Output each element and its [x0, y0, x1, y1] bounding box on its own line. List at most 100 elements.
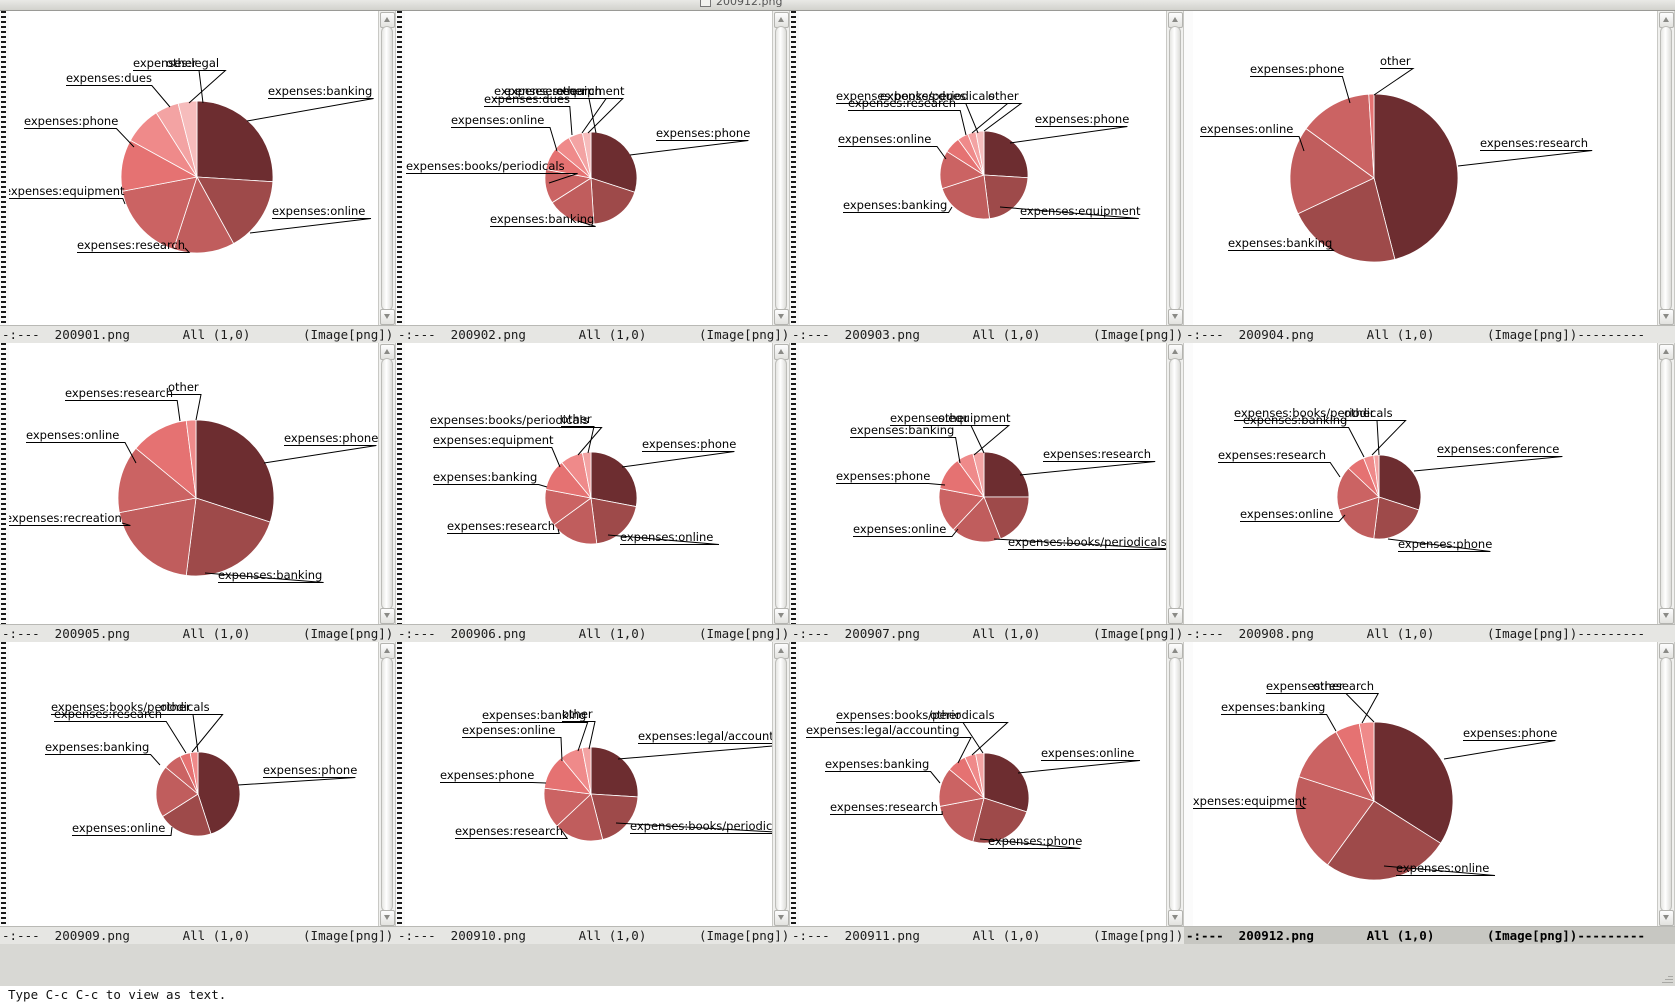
vertical-scrollbar[interactable]: [1657, 11, 1675, 326]
pie-slice: [983, 496, 1030, 540]
mode-line[interactable]: -:--- 200910.png All (1,0) (Image[png]): [396, 926, 790, 944]
scroll-down-arrow-icon[interactable]: [1659, 309, 1674, 325]
pie-slice: [590, 131, 638, 193]
vertical-scrollbar[interactable]: [378, 343, 396, 625]
pie-label-leader: [447, 528, 560, 534]
mode-line[interactable]: -:--- 200903.png All (1,0) (Image[png]): [790, 325, 1184, 343]
vertical-scrollbar[interactable]: [1657, 343, 1675, 625]
pie-label-leader: [5, 522, 131, 526]
mode-line[interactable]: -:--- 200904.png All (1,0) (Image[png])-…: [1184, 325, 1675, 343]
image-buffer-area[interactable]: expenses:research expenses:banking expense…: [1184, 11, 1675, 326]
pie-label-leader: [1240, 514, 1346, 522]
scrollbar-thumb[interactable]: [775, 358, 787, 610]
emacs-window-200911[interactable]: expenses:online expenses:phone expenses:re…: [790, 642, 1184, 944]
pie-slice: [983, 451, 1030, 498]
mode-line[interactable]: -:--- 200912.png All (1,0) (Image[png])-…: [1184, 926, 1675, 944]
mode-line[interactable]: -:--- 200905.png All (1,0) (Image[png]): [0, 624, 396, 642]
pie-label: expenses:online: [451, 113, 544, 127]
pie-label: expenses:dues: [880, 89, 966, 103]
emacs-window-200902[interactable]: expenses:phone expenses:banking expenses:b…: [396, 11, 790, 343]
image-buffer-area[interactable]: expenses:phone expenses:banking expenses:b…: [396, 11, 790, 326]
image-buffer-area[interactable]: expenses:phone expenses:banking expenses:r…: [0, 343, 396, 625]
mode-line[interactable]: -:--- 200909.png All (1,0) (Image[png]): [0, 926, 396, 944]
scrollbar-thumb[interactable]: [1169, 26, 1181, 311]
mode-line[interactable]: -:--- 200907.png All (1,0) (Image[png]): [790, 624, 1184, 642]
pie-label: expenses:phone: [988, 834, 1082, 848]
image-buffer-area[interactable]: expenses:banking expenses:online expenses:…: [0, 11, 396, 326]
vertical-scrollbar[interactable]: [1166, 11, 1184, 326]
scrollbar-thumb[interactable]: [1169, 358, 1181, 610]
emacs-window-200908[interactable]: expenses:conference expenses:phone expense…: [1184, 343, 1675, 642]
scroll-down-arrow-icon[interactable]: [774, 309, 789, 325]
scroll-down-arrow-icon[interactable]: [380, 608, 395, 624]
image-buffer-area[interactable]: expenses:phone expenses:online expenses:ba…: [0, 642, 396, 927]
pie-label-leader: [455, 830, 569, 839]
pie-label: expenses:banking: [843, 198, 947, 212]
pie-label-leader: [1383, 865, 1496, 876]
image-buffer-area[interactable]: expenses:online expenses:phone expenses:re…: [790, 642, 1184, 927]
emacs-window-200910[interactable]: expenses:legal/accounting expenses:books/…: [396, 642, 790, 944]
scroll-down-arrow-icon[interactable]: [774, 910, 789, 926]
scrollbar-thumb[interactable]: [381, 26, 393, 311]
scrollbar-thumb[interactable]: [381, 358, 393, 610]
pie-label: expenses:research: [1480, 136, 1588, 150]
scroll-down-arrow-icon[interactable]: [1168, 309, 1183, 325]
pie-chart: expenses:research expenses:banking expense…: [1184, 11, 1675, 326]
mode-line-text: -:--- 200901.png All (1,0) (Image[png]): [2, 327, 394, 342]
vertical-scrollbar[interactable]: [1166, 642, 1184, 927]
mode-line[interactable]: -:--- 200902.png All (1,0) (Image[png]): [396, 325, 790, 343]
vertical-scrollbar[interactable]: [378, 11, 396, 326]
mode-line-text: -:--- 200907.png All (1,0) (Image[png]): [792, 626, 1184, 641]
pie-label-leader: [1250, 76, 1351, 104]
emacs-window-200909[interactable]: expenses:phone expenses:online expenses:ba…: [0, 642, 396, 944]
emacs-window-200901[interactable]: expenses:banking expenses:online expenses:…: [0, 11, 396, 343]
emacs-window-200903[interactable]: expenses:phone expenses:equipment expenses…: [790, 11, 1184, 343]
scrollbar-thumb[interactable]: [1660, 26, 1672, 311]
scroll-down-arrow-icon[interactable]: [380, 910, 395, 926]
scrollbar-thumb[interactable]: [1660, 358, 1672, 610]
image-buffer-area[interactable]: expenses:phone expenses:online expenses:re…: [396, 343, 790, 625]
pie-label: expenses:conference: [1437, 442, 1559, 456]
scroll-up-arrow-icon[interactable]: [1168, 344, 1183, 360]
pie-label-leader: [166, 70, 204, 104]
scrollbar-thumb[interactable]: [381, 657, 393, 912]
image-buffer-area[interactable]: expenses:research expenses:books/periodic…: [790, 343, 1184, 625]
vertical-scrollbar[interactable]: [1166, 343, 1184, 625]
mode-line[interactable]: -:--- 200901.png All (1,0) (Image[png]): [0, 325, 396, 343]
scroll-down-arrow-icon[interactable]: [1659, 910, 1674, 926]
pie-slice: [1378, 454, 1422, 511]
mode-line[interactable]: -:--- 200911.png All (1,0) (Image[png]): [790, 926, 1184, 944]
image-buffer-area[interactable]: expenses:phone expenses:equipment expenses…: [790, 11, 1184, 326]
emacs-window-200904[interactable]: expenses:research expenses:banking expense…: [1184, 11, 1675, 343]
resize-grip[interactable]: [1661, 972, 1673, 984]
scroll-down-arrow-icon[interactable]: [1168, 910, 1183, 926]
image-buffer-area[interactable]: expenses:phone expenses:online expenses:eq…: [1184, 642, 1675, 927]
pie-label: expenses:research: [830, 800, 938, 814]
scroll-down-arrow-icon[interactable]: [380, 309, 395, 325]
scroll-up-arrow-icon[interactable]: [380, 643, 395, 659]
vertical-scrollbar[interactable]: [1657, 642, 1675, 927]
emacs-window-200905[interactable]: expenses:phone expenses:banking expenses:r…: [0, 343, 396, 642]
scrollbar-thumb[interactable]: [775, 26, 787, 311]
pie-label-leader: [890, 425, 1011, 456]
mode-line[interactable]: -:--- 200906.png All (1,0) (Image[png]): [396, 624, 790, 642]
scroll-down-arrow-icon[interactable]: [1659, 608, 1674, 624]
vertical-scrollbar[interactable]: [772, 343, 790, 625]
mode-line[interactable]: -:--- 200908.png All (1,0) (Image[png])-…: [1184, 624, 1675, 642]
vertical-scrollbar[interactable]: [772, 11, 790, 326]
scrollbar-thumb[interactable]: [775, 657, 787, 912]
window-row: expenses:phone expenses:banking expenses:r…: [0, 343, 1675, 642]
image-buffer-area[interactable]: expenses:conference expenses:phone expense…: [1184, 343, 1675, 625]
vertical-scrollbar[interactable]: [378, 642, 396, 927]
vertical-scrollbar[interactable]: [772, 642, 790, 927]
emacs-window-200906[interactable]: expenses:phone expenses:online expenses:re…: [396, 343, 790, 642]
image-buffer-area[interactable]: expenses:legal/accounting expenses:books/…: [396, 642, 790, 927]
pie-label: expenses:banking: [268, 84, 372, 98]
emacs-window-200912[interactable]: expenses:phone expenses:online expenses:eq…: [1184, 642, 1675, 944]
pie-label: expenses:online: [72, 821, 165, 835]
scrollbar-thumb[interactable]: [1169, 657, 1181, 912]
scroll-down-arrow-icon[interactable]: [1168, 608, 1183, 624]
scroll-down-arrow-icon[interactable]: [774, 608, 789, 624]
emacs-window-200907[interactable]: expenses:research expenses:books/periodic…: [790, 343, 1184, 642]
scrollbar-thumb[interactable]: [1660, 657, 1672, 912]
